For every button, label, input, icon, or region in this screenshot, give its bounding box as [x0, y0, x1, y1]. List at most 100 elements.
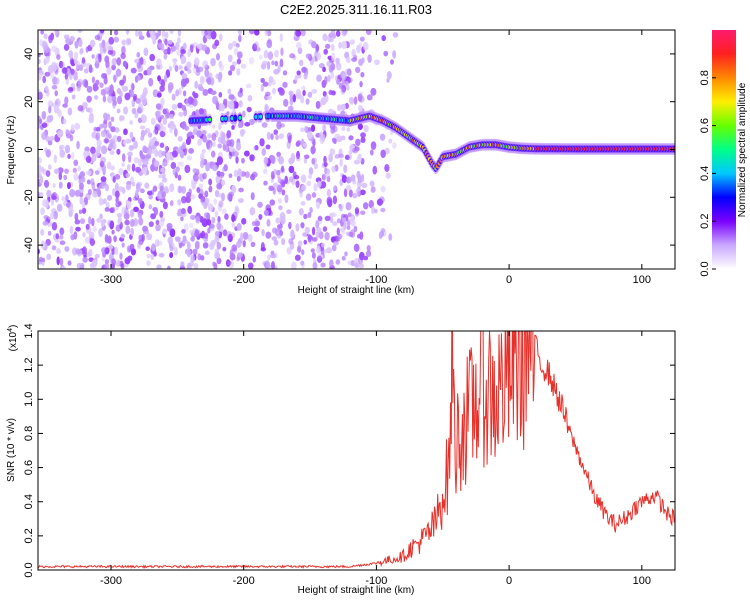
spectrogram-cell: [95, 149, 101, 157]
spectrogram-cell: [322, 226, 328, 232]
spectrogram-cell: [161, 151, 167, 157]
spectrogram-cell: [87, 188, 92, 196]
spectrogram-cell: [289, 241, 295, 250]
spectrogram-cell: [187, 68, 192, 74]
spectrogram-cell: [345, 185, 351, 191]
spectrogram-cell: [190, 254, 195, 263]
spectrogram-cell: [49, 136, 55, 141]
spectrogram-cell: [262, 81, 269, 87]
spectrogram-cell: [124, 219, 130, 226]
spectrogram-cell: [311, 41, 317, 49]
spectrogram-cell: [201, 44, 208, 51]
spectrogram-cell: [77, 166, 82, 172]
spectrogram-cell: [291, 155, 296, 163]
spectrogram-cell: [169, 113, 174, 119]
spectrogram-cell: [268, 185, 275, 192]
spectrogram-cell: [187, 96, 194, 105]
spectrogram-cell: [166, 265, 171, 269]
spectrogram-cell: [374, 208, 378, 214]
spectrogram-cell: [198, 108, 205, 115]
spectrogram-cell: [39, 175, 44, 185]
spectrogram-cell: [353, 96, 358, 105]
spectrogram-cell: [316, 52, 322, 61]
spectrogram-cell: [121, 187, 126, 194]
spectrogram-cell: [100, 176, 107, 182]
spectrogram-cell: [184, 248, 191, 255]
spectrogram-cell: [295, 180, 300, 188]
spectrogram-cell: [44, 55, 50, 64]
spectrogram-cell: [77, 30, 83, 33]
spectrogram-cell: [74, 122, 81, 130]
spectrogram-cell: [64, 72, 69, 80]
spectrogram-cell: [262, 168, 268, 175]
spectrogram-cell: [68, 50, 74, 59]
spectrogram-cell: [209, 242, 215, 250]
spectrogram-cell: [215, 175, 220, 184]
spectrogram-cell: [39, 192, 44, 198]
spectrogram-cell: [341, 230, 346, 235]
spectrogram-cell: [259, 138, 265, 147]
spectrogram-cell: [228, 101, 235, 110]
spectrogram-cell: [315, 231, 320, 239]
spectrogram-cell: [167, 85, 173, 94]
spectrogram-cell: [101, 73, 106, 79]
spectrogram-cell: [100, 219, 105, 228]
spectrogram-cell: [56, 203, 63, 212]
spectrogram-cell: [170, 162, 177, 170]
spectrogram-cell: [218, 60, 223, 68]
spectrogram-cell: [232, 40, 237, 47]
spectrogram-cell: [193, 262, 199, 269]
spectrogram-cell: [163, 48, 170, 55]
snr-panel: -300 -200 -100 0 100 0.0 0.2 0.4 0.6 0.8 1.0 1.2 1.…: [6, 323, 676, 596]
spectrogram-cell: [195, 216, 200, 224]
spectrogram-cell: [40, 71, 44, 76]
spectrogram-cell: [105, 201, 110, 209]
spectrogram-cell: [317, 215, 323, 222]
spectrogram-cell: [305, 193, 312, 201]
spectrogram-cell: [186, 155, 193, 161]
spectrogram-cell: [310, 248, 315, 253]
spectrogram-cell: [258, 214, 263, 220]
spectrogram-cell: [265, 231, 272, 239]
spectrogram-cell: [164, 31, 169, 39]
spectrogram-cell: [279, 33, 283, 42]
spectrogram-cell: [159, 185, 164, 192]
spectrogram-cell: [303, 239, 307, 245]
spectrogram-cell: [122, 86, 128, 92]
spectrogram-cell: [212, 124, 216, 129]
spectrogram-cell: [235, 156, 239, 164]
spectrogram-cell: [74, 219, 81, 225]
spectrogram-cell: [218, 122, 222, 131]
spectrogram-cell: [318, 231, 324, 240]
spectrogram-cell: [190, 236, 195, 242]
spectrogram-cell: [159, 210, 164, 219]
snr-y-tick-label: 0.4: [23, 494, 35, 509]
spectrogram-cell: [180, 161, 184, 168]
spectrogram-cell: [38, 73, 42, 81]
snr-y-tick-label: 0.8: [23, 426, 35, 441]
spectrogram-cell: [332, 195, 338, 205]
spectrogram-cell: [67, 107, 73, 116]
spectrogram-cell: [137, 30, 143, 37]
colorbar-ticks: 0.0 0.2 0.4 0.6 0.8: [699, 70, 716, 277]
spectrogram-cell: [289, 98, 294, 106]
figure-title: C2E2.2025.311.16.11.R03: [280, 2, 432, 17]
spectrogram-cell: [52, 64, 57, 73]
spectrogram-cell: [212, 140, 217, 148]
spectrogram-cell: [266, 131, 271, 141]
spectrogram-cell: [180, 78, 187, 88]
spectrogram-cell: [359, 80, 363, 88]
spectrogram-cell: [107, 50, 114, 55]
spectrogram-cell: [99, 45, 104, 55]
spectrogram-cell: [323, 155, 327, 164]
spectrogram-cell: [222, 229, 228, 237]
spectrogram-cell: [42, 75, 47, 84]
spectrogram-cell: [131, 181, 136, 187]
spectrogram-cell: [124, 92, 131, 101]
spectrogram-cells: [38, 30, 675, 269]
spectrogram-cell: [45, 89, 50, 97]
spectrogram-cell: [349, 215, 355, 222]
spectrogram-cell: [262, 60, 268, 66]
spectrogram-cell: [129, 131, 134, 139]
spectrogram-cell: [134, 30, 139, 37]
